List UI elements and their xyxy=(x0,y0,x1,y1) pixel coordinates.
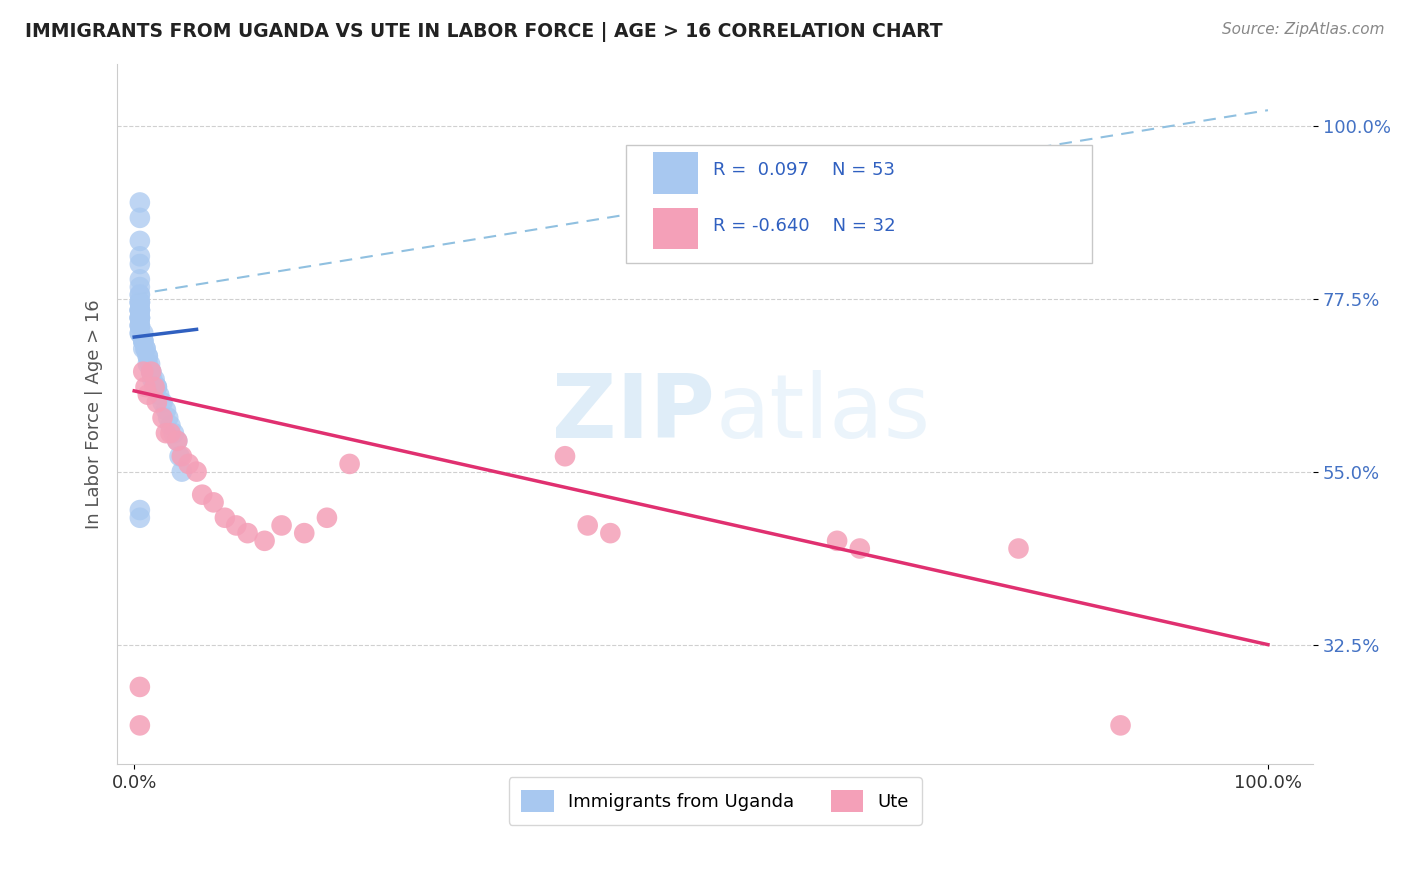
Point xyxy=(128,295,150,310)
Point xyxy=(141,372,163,386)
Point xyxy=(132,334,155,348)
Point xyxy=(128,680,150,694)
Point xyxy=(225,518,247,533)
Point xyxy=(128,510,150,524)
Point xyxy=(139,357,162,371)
Point xyxy=(136,388,159,402)
Point xyxy=(136,357,159,371)
Point xyxy=(128,310,150,325)
Point xyxy=(136,349,159,363)
Text: ZIP: ZIP xyxy=(553,370,716,458)
Point xyxy=(186,465,208,479)
Point xyxy=(159,426,181,441)
Point xyxy=(132,326,155,341)
Point xyxy=(132,334,155,348)
Point xyxy=(146,380,169,394)
Point xyxy=(253,533,276,548)
Point xyxy=(128,310,150,325)
FancyBboxPatch shape xyxy=(652,208,699,250)
Point xyxy=(136,349,159,363)
Point xyxy=(128,287,150,301)
Point xyxy=(170,449,193,463)
Point xyxy=(576,518,599,533)
Text: R =  0.097    N = 53: R = 0.097 N = 53 xyxy=(713,161,894,179)
Point xyxy=(152,395,174,409)
FancyBboxPatch shape xyxy=(652,152,699,194)
Point xyxy=(128,295,150,310)
Point xyxy=(128,280,150,294)
Point xyxy=(166,434,188,448)
Point xyxy=(128,249,150,263)
Point xyxy=(599,526,621,541)
Point xyxy=(169,449,191,463)
Point xyxy=(163,426,186,441)
Y-axis label: In Labor Force | Age > 16: In Labor Force | Age > 16 xyxy=(86,299,103,529)
Point xyxy=(202,495,225,509)
Point xyxy=(270,518,292,533)
Text: atlas: atlas xyxy=(716,370,931,458)
Point xyxy=(141,365,163,379)
Point xyxy=(132,342,155,356)
Legend: Immigrants from Uganda, Ute: Immigrants from Uganda, Ute xyxy=(509,778,921,825)
Point xyxy=(132,334,155,348)
Point xyxy=(128,303,150,318)
Point xyxy=(292,526,315,541)
Point xyxy=(143,372,166,386)
Point xyxy=(1109,718,1132,732)
Point xyxy=(155,426,177,441)
Point xyxy=(339,457,361,471)
Text: Source: ZipAtlas.com: Source: ZipAtlas.com xyxy=(1222,22,1385,37)
Point xyxy=(849,541,872,556)
Point xyxy=(128,718,150,732)
Point xyxy=(316,510,339,524)
Point xyxy=(214,510,236,524)
Point xyxy=(236,526,259,541)
Point xyxy=(135,342,157,356)
Point xyxy=(157,410,180,425)
Point xyxy=(128,287,150,301)
Point xyxy=(132,365,155,379)
Point xyxy=(128,326,150,341)
Point xyxy=(128,295,150,310)
Point xyxy=(143,380,166,394)
Point xyxy=(128,503,150,517)
Point xyxy=(146,380,169,394)
FancyBboxPatch shape xyxy=(626,145,1092,263)
Text: R = -0.640    N = 32: R = -0.640 N = 32 xyxy=(713,218,896,235)
Point xyxy=(152,410,174,425)
Point xyxy=(128,310,150,325)
Point xyxy=(128,211,150,225)
Point xyxy=(128,234,150,248)
Text: IMMIGRANTS FROM UGANDA VS UTE IN LABOR FORCE | AGE > 16 CORRELATION CHART: IMMIGRANTS FROM UGANDA VS UTE IN LABOR F… xyxy=(25,22,943,42)
Point xyxy=(128,318,150,333)
Point xyxy=(155,403,177,417)
Point xyxy=(170,465,193,479)
Point xyxy=(146,395,169,409)
Point xyxy=(128,257,150,271)
Point xyxy=(128,310,150,325)
Point xyxy=(141,365,163,379)
Point xyxy=(141,365,163,379)
Point xyxy=(128,303,150,318)
Point xyxy=(177,457,200,471)
Point xyxy=(1007,541,1029,556)
Point xyxy=(128,318,150,333)
Point xyxy=(135,342,157,356)
Point xyxy=(128,326,150,341)
Point xyxy=(128,303,150,318)
Point xyxy=(825,533,848,548)
Point xyxy=(166,434,188,448)
Point xyxy=(128,318,150,333)
Point xyxy=(159,418,181,433)
Point xyxy=(128,272,150,286)
Point xyxy=(148,388,170,402)
Point xyxy=(135,380,157,394)
Point xyxy=(554,449,576,463)
Point xyxy=(128,195,150,210)
Point xyxy=(128,303,150,318)
Point xyxy=(191,488,214,502)
